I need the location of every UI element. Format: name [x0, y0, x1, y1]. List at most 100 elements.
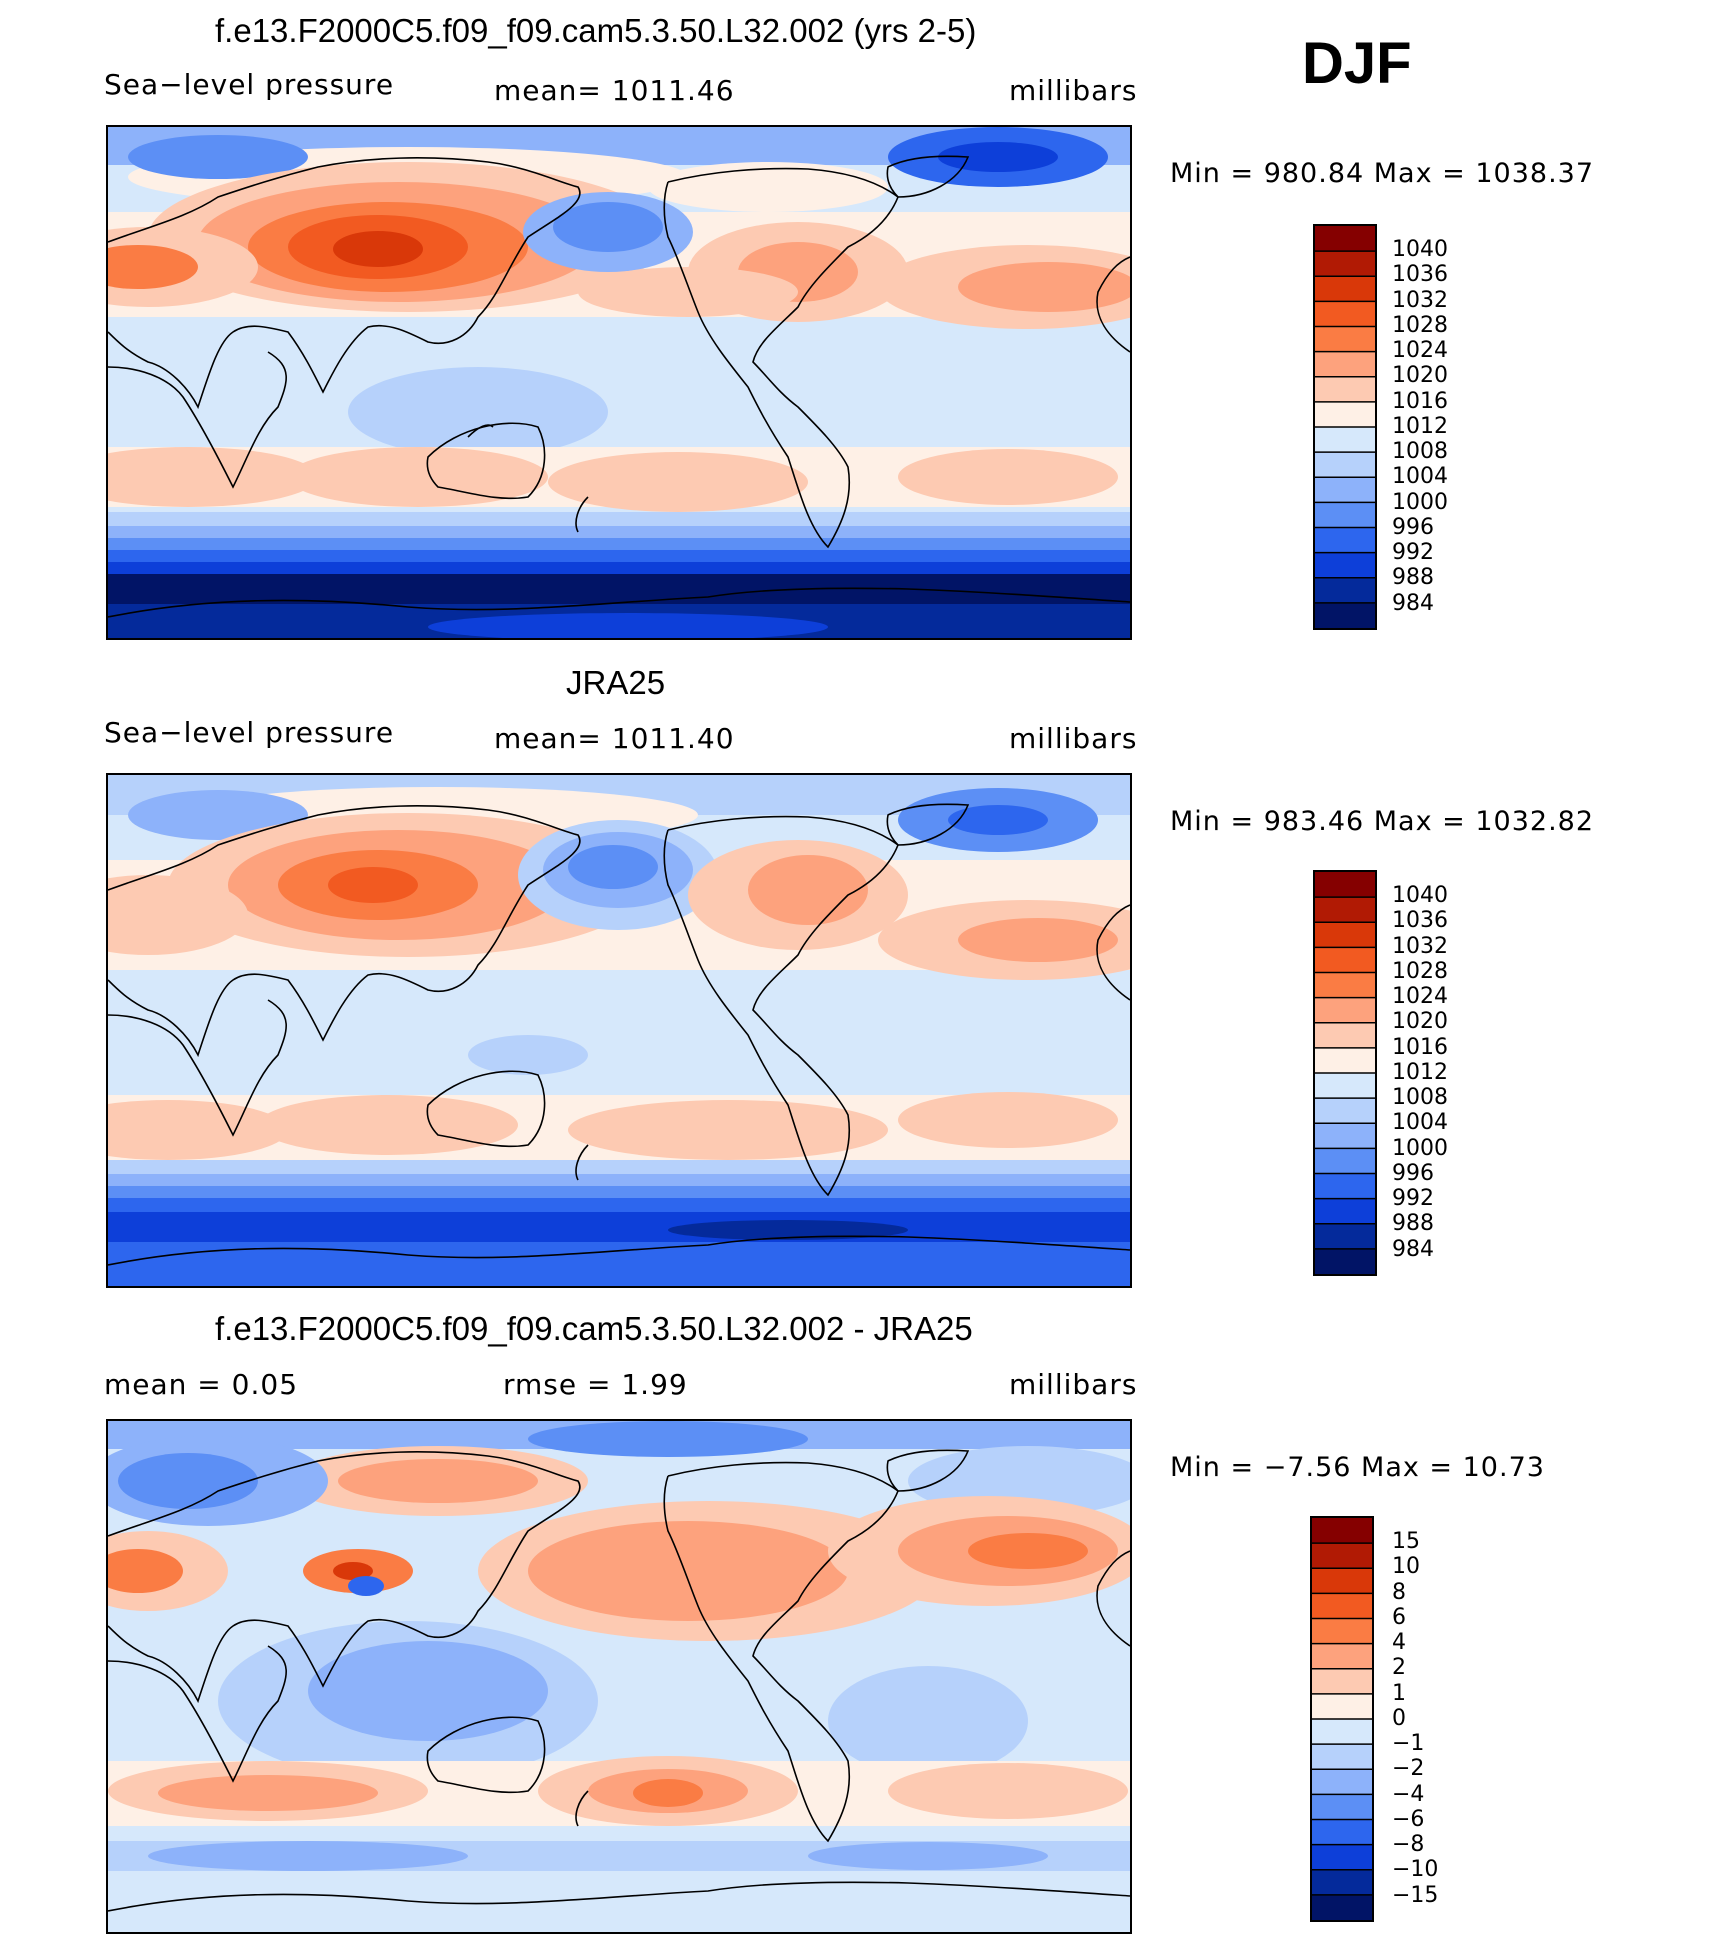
colorbar-swatch [1315, 1198, 1375, 1225]
colorbar-swatch [1315, 1173, 1375, 1200]
sh-high-pac [568, 1100, 888, 1160]
colorbar-label: 1032 [1392, 287, 1448, 313]
tibet-neg [348, 1576, 384, 1596]
panel-1-title: f.e13.F2000C5.f09_f09.cam5.3.50.L32.002 … [215, 12, 977, 49]
panel-2-map [106, 773, 1132, 1288]
colorbar-swatch [1315, 1073, 1375, 1099]
so-neg-ind [148, 1841, 468, 1871]
colorbar-swatch [1315, 1148, 1375, 1175]
panel-2-title: JRA25 [566, 664, 666, 701]
colorbar-swatch [1315, 897, 1375, 923]
colorbar-swatch [1315, 872, 1375, 898]
colorbar-label: −2 [1392, 1756, 1425, 1782]
colorbar-label: 2 [1392, 1655, 1406, 1681]
colorbar-swatch [1312, 1844, 1372, 1871]
so-band-2 [108, 526, 1130, 538]
sh-high-atl2 [898, 449, 1118, 505]
so-band-4 [108, 1198, 1130, 1212]
antarctic-band [108, 1881, 1130, 1932]
panel-3-map-svg [108, 1421, 1130, 1932]
so-band-5 [108, 562, 1130, 574]
antarctic-plateau [428, 613, 828, 638]
colorbar-swatch [1315, 577, 1375, 604]
panel-1-colorbar [1313, 224, 1377, 630]
sh-high-pac [548, 452, 808, 512]
panel-1-colorbar-svg [1315, 226, 1375, 628]
panel-3-minmax: Min = −7.56 Max = 10.73 [1170, 1452, 1545, 1483]
panel-3-mean-label: mean = 0.05 [104, 1368, 299, 1401]
colorbar-label: 996 [1392, 514, 1434, 540]
season-label: DJF [1302, 31, 1412, 96]
colorbar-swatch [1315, 947, 1375, 974]
colorbar-label: 984 [1392, 1236, 1434, 1262]
panel-2-colorbar-svg [1315, 872, 1375, 1274]
maritime-low [348, 367, 608, 457]
colorbar-label: 0 [1392, 1705, 1406, 1731]
colorbar-swatch [1315, 301, 1375, 328]
colorbar-label: 1000 [1392, 1135, 1448, 1161]
colorbar-label: 1020 [1392, 363, 1448, 389]
colorbar-swatch [1315, 552, 1375, 579]
colorbar-swatch [1315, 1248, 1375, 1274]
colorbar-swatch [1312, 1643, 1372, 1670]
panel-1-mean-label: mean= 1011.46 [494, 74, 735, 107]
panel-1-minmax: Min = 980.84 Max = 1038.37 [1170, 158, 1595, 189]
colorbar-swatch [1315, 276, 1375, 302]
so-band-3 [108, 1186, 1130, 1198]
panel-3-colorbar-labels: 15 10 8 6 4 2 1 0 −1 −2 −4 −6 −8 −10 −15 [1392, 1529, 1438, 1908]
panel-2-units-label: millibars [1009, 722, 1138, 755]
panel-2-colorbar [1313, 870, 1377, 1276]
panel-3-colorbar [1310, 1516, 1374, 1922]
colorbar-swatch [1312, 1819, 1372, 1846]
colorbar-label: 1032 [1392, 933, 1448, 959]
colorbar-label: 1008 [1392, 1085, 1448, 1110]
colorbar-swatch [1315, 502, 1375, 529]
colorbar-swatch [1312, 1719, 1372, 1745]
colorbar-swatch [1315, 972, 1375, 999]
colorbar-swatch [1312, 1518, 1372, 1544]
colorbar-label: 1028 [1392, 958, 1448, 984]
colorbar-swatch [1312, 1769, 1372, 1795]
colorbar-swatch [1312, 1744, 1372, 1770]
colorbar-label: −8 [1392, 1832, 1425, 1857]
colorbar-label: −4 [1392, 1781, 1425, 1807]
panel-1-colorbar-labels: 1040 1036 1032 1028 1024 1020 1016 1012 … [1392, 237, 1448, 616]
iceland-low-core [948, 805, 1048, 835]
colorbar-swatch [1312, 1794, 1372, 1821]
panel-2-mean-label: mean= 1011.40 [494, 722, 735, 755]
colorbar-label: 15 [1392, 1529, 1420, 1554]
europe-high-1 [108, 875, 248, 955]
europe-high-2 [108, 245, 198, 289]
colorbar-swatch [1312, 1568, 1372, 1594]
colorbar-swatch [1315, 477, 1375, 503]
coastlines [108, 803, 1130, 1266]
siberian-high-4 [328, 867, 418, 903]
colorbar-label: 1016 [1392, 1034, 1448, 1060]
so-band-1 [108, 512, 1130, 526]
so-band-6 [108, 574, 1130, 604]
azores-high-2 [958, 262, 1130, 312]
sh-high-ind [258, 1095, 518, 1155]
sh-pos-atl [888, 1763, 1128, 1819]
colorbar-swatch [1312, 1668, 1372, 1695]
colorbar-label: 1028 [1392, 312, 1448, 338]
panel-1-map-svg [108, 127, 1130, 638]
aleutian-low-3 [568, 845, 658, 889]
colorbar-label: 992 [1392, 1186, 1434, 1211]
colorbar-label: 1036 [1392, 908, 1448, 934]
norway-low [128, 790, 308, 840]
so-band-1 [108, 1160, 1130, 1174]
colorbar-label: 992 [1392, 540, 1434, 565]
colorbar-label: 1040 [1392, 883, 1448, 908]
so-band-4 [108, 550, 1130, 562]
sam-neg [828, 1666, 1028, 1776]
colorbar-swatch [1315, 427, 1375, 453]
colorbar-label: −6 [1392, 1806, 1425, 1832]
colorbar-label: 1012 [1392, 413, 1448, 439]
colorbar-label: 1020 [1392, 1009, 1448, 1035]
colorbar-swatch [1312, 1618, 1372, 1645]
aleutian-low-2 [553, 202, 663, 252]
colorbar-swatch [1315, 1047, 1375, 1074]
colorbar-label: 1004 [1392, 464, 1448, 490]
azores-high-2 [958, 918, 1118, 962]
